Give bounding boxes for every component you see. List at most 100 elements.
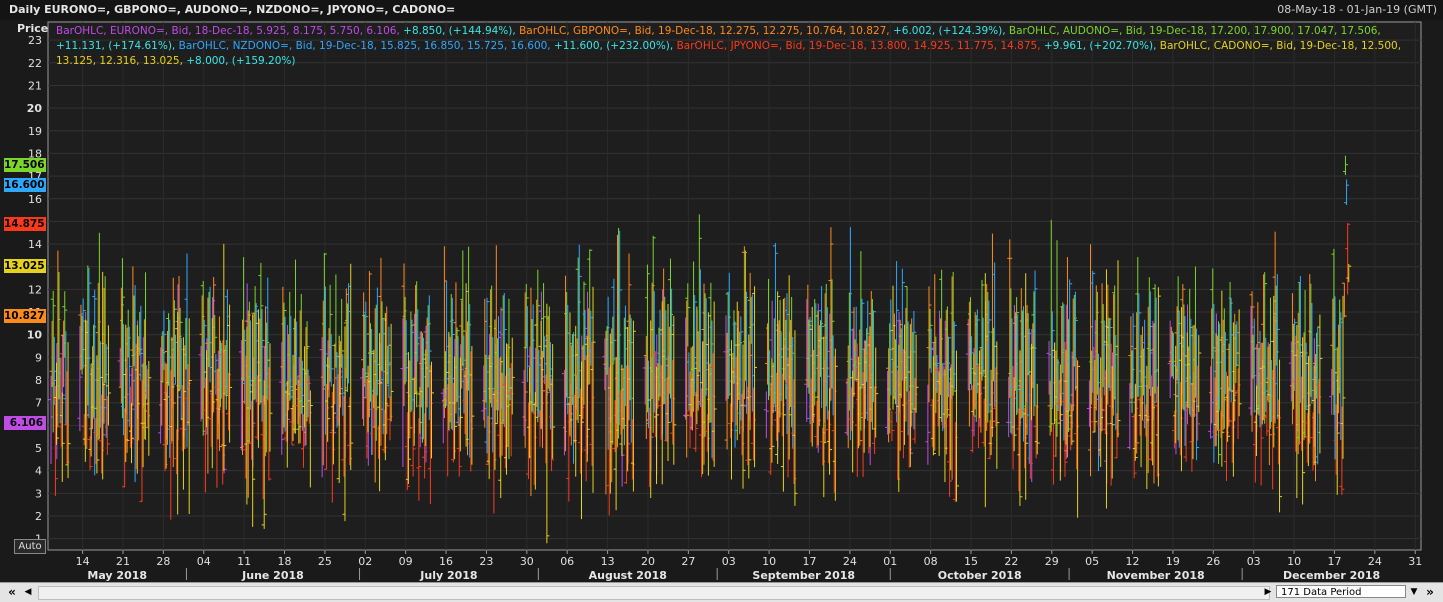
y-tick-label: 21 [28, 79, 42, 92]
ohlc-bar [974, 309, 980, 394]
scroll-left-icon[interactable]: « [8, 585, 16, 599]
ohlc-bar [1052, 342, 1058, 424]
legend-entry: +11.131, (+174.61%), [56, 40, 179, 52]
y-tick-label: 2 [35, 510, 42, 523]
ohlc-bar [780, 298, 786, 492]
x-tick-label: 10 [762, 555, 776, 568]
ohlc-bar [975, 365, 981, 448]
ohlc-bar [1277, 359, 1283, 513]
ohlc-bar [855, 356, 861, 449]
ohlc-bar [52, 386, 58, 496]
ohlc-bar [940, 363, 946, 432]
ohlc-bar [1034, 383, 1040, 455]
ohlc-bar [1249, 291, 1255, 432]
legend-entry: BarOHLC, NZDONO=, Bid, 19-Dec-18, 15.825… [178, 40, 554, 52]
ohlc-bar [1136, 293, 1142, 398]
ohlc-bar [65, 342, 71, 479]
ohlc-bar [296, 379, 302, 444]
ohlc-bar [1230, 322, 1236, 477]
ohlc-bar [867, 326, 873, 448]
ohlc-bar [1134, 312, 1140, 454]
ohlc-bar [871, 310, 877, 403]
ohlc-bar [1334, 347, 1340, 495]
ohlc-bar [930, 356, 936, 456]
ohlc-bar [928, 328, 934, 373]
ohlc-bar [1069, 404, 1075, 445]
ohlc-bar [161, 310, 167, 370]
ohlc-bar [1063, 349, 1069, 445]
step-right-icon[interactable]: ▶ [1264, 587, 1272, 597]
scroll-right-icon[interactable]: » [1426, 585, 1434, 599]
ohlc-bar [979, 279, 985, 381]
ohlc-chart[interactable]: 1234567891011121314151617181920212223142… [0, 20, 1443, 582]
ohlc-bar [484, 297, 490, 454]
x-tick-label: 21 [116, 555, 130, 568]
ohlc-bar [146, 360, 152, 456]
auto-scale-button[interactable]: Auto [14, 539, 46, 554]
x-tick-label: 02 [358, 555, 372, 568]
ohlc-bar [1050, 424, 1056, 485]
ohlc-bar [1339, 406, 1345, 496]
ohlc-bar [1317, 314, 1323, 454]
x-tick-label: 03 [722, 555, 736, 568]
ohlc-bar [907, 324, 913, 468]
legend-entry: BarOHLC, AUDONO=, Bid, 19-Dec-18, 17.200… [1008, 25, 1381, 37]
price-axis-label: Price [17, 22, 49, 35]
y-tick-label: 19 [28, 125, 42, 138]
ohlc-bar [348, 263, 354, 471]
ohlc-bar [336, 335, 342, 484]
ohlc-bar [936, 371, 942, 456]
ohlc-bar [1311, 365, 1317, 466]
ohlc-bar [899, 268, 905, 381]
date-range: 08-May-18 - 01-Jan-19 (GMT) [1277, 3, 1437, 16]
chart-area[interactable]: 1234567891011121314151617181920212223142… [0, 20, 1443, 582]
data-period-field[interactable]: 171 Data Period [1276, 585, 1406, 598]
ohlc-bar [1028, 343, 1034, 421]
ohlc-bar [416, 418, 422, 501]
ohlc-bar [1194, 328, 1200, 461]
legend-entry: +8.850, (+144.94%), [403, 25, 520, 37]
time-scrollbar[interactable] [38, 586, 1270, 600]
ohlc-bar [123, 324, 129, 463]
ohlc-bar [1155, 287, 1161, 487]
ohlc-bar [850, 370, 856, 473]
x-tick-label: 19 [1166, 555, 1180, 568]
y-tick-label: 22 [28, 57, 42, 70]
ohlc-bar [648, 320, 654, 498]
legend: BarOHLC, EURONO=, Bid, 18-Dec-18, 5.925,… [56, 24, 1416, 69]
period-dropdown-icon[interactable]: ▼ [1410, 587, 1418, 597]
ohlc-bar [738, 316, 744, 421]
ohlc-bar [581, 281, 587, 405]
legend-entry: BarOHLC, EURONO=, Bid, 18-Dec-18, 5.925,… [56, 25, 404, 37]
chart-title: Daily EURONO=, GBPONO=, AUDONO=, NZDONO=… [9, 3, 456, 16]
ohlc-bar [1208, 366, 1214, 439]
ohlc-bar [457, 357, 463, 452]
ohlc-bar [889, 410, 895, 442]
ohlc-bar [446, 331, 452, 430]
ohlc-bar [1014, 296, 1020, 416]
ohlc-bar [692, 295, 698, 397]
ohlc-bar [62, 291, 68, 358]
ohlc-bar [705, 312, 711, 476]
y-tick-label: 16 [28, 193, 42, 206]
month-label: November 2018 [1107, 569, 1205, 582]
ohlc-bar [1259, 342, 1265, 425]
ohlc-bar [138, 305, 144, 381]
ohlc-bar [804, 299, 810, 422]
x-tick-label: 28 [156, 555, 170, 568]
ohlc-bar [626, 253, 632, 421]
ohlc-bar [942, 369, 948, 483]
title-bar: Daily EURONO=, GBPONO=, AUDONO=, NZDONO=… [0, 0, 1443, 20]
ohlc-bar [578, 361, 584, 520]
step-left-icon[interactable]: ◀ [24, 587, 32, 597]
ohlc-bar [1017, 350, 1023, 506]
ohlc-bar [953, 350, 959, 502]
ohlc-bar [426, 295, 432, 420]
x-tick-label: 08 [924, 555, 938, 568]
ohlc-bar [1342, 155, 1348, 176]
ohlc-bar [405, 352, 411, 485]
ohlc-bar [1032, 270, 1038, 407]
ohlc-bar [847, 227, 853, 441]
month-label: September 2018 [752, 569, 855, 582]
ohlc-bar [1253, 385, 1259, 456]
